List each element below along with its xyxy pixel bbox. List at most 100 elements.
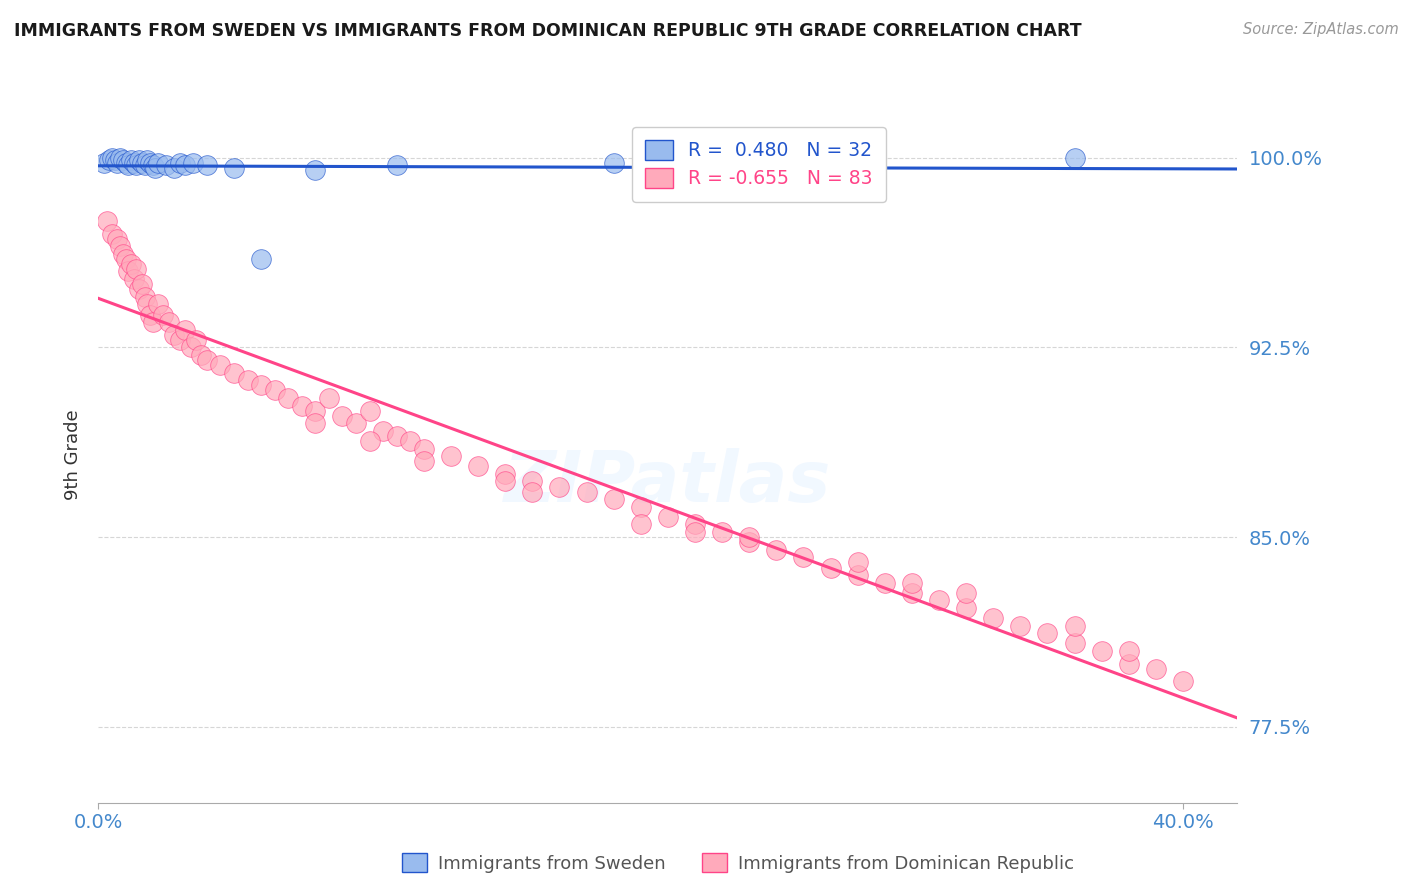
Point — [131, 155, 153, 169]
Point — [412, 454, 434, 468]
Point — [792, 550, 814, 565]
Point — [195, 158, 218, 172]
Point — [142, 315, 165, 329]
Point — [117, 158, 139, 172]
Point — [136, 297, 159, 311]
Point — [184, 333, 207, 347]
Point — [122, 272, 145, 286]
Point — [1063, 636, 1085, 650]
Legend: R =  0.480   N = 32, R = -0.655   N = 83: R = 0.480 N = 32, R = -0.655 N = 83 — [633, 127, 886, 202]
Point — [195, 353, 218, 368]
Point — [318, 391, 340, 405]
Point — [111, 153, 134, 168]
Point — [901, 575, 924, 590]
Point — [128, 282, 150, 296]
Point — [125, 262, 148, 277]
Point — [683, 517, 706, 532]
Point — [901, 586, 924, 600]
Point — [111, 247, 134, 261]
Point — [114, 252, 136, 266]
Point — [548, 479, 571, 493]
Point — [139, 308, 162, 322]
Point — [683, 525, 706, 540]
Point — [412, 442, 434, 456]
Point — [820, 560, 842, 574]
Point — [873, 575, 896, 590]
Point — [93, 155, 115, 169]
Point — [981, 611, 1004, 625]
Point — [1118, 644, 1140, 658]
Point — [304, 163, 326, 178]
Point — [602, 492, 624, 507]
Point — [344, 417, 367, 431]
Point — [630, 500, 652, 514]
Text: IMMIGRANTS FROM SWEDEN VS IMMIGRANTS FROM DOMINICAN REPUBLIC 9TH GRADE CORRELATI: IMMIGRANTS FROM SWEDEN VS IMMIGRANTS FRO… — [14, 22, 1081, 40]
Point — [142, 158, 165, 172]
Point — [134, 290, 156, 304]
Point — [277, 391, 299, 405]
Point — [846, 568, 869, 582]
Point — [96, 214, 118, 228]
Legend: Immigrants from Sweden, Immigrants from Dominican Republic: Immigrants from Sweden, Immigrants from … — [395, 847, 1081, 880]
Point — [332, 409, 354, 423]
Point — [104, 153, 127, 168]
Point — [222, 366, 245, 380]
Point — [120, 257, 142, 271]
Point — [399, 434, 422, 448]
Point — [101, 227, 124, 241]
Point — [117, 264, 139, 278]
Point — [371, 424, 394, 438]
Point — [359, 403, 381, 417]
Point — [136, 153, 159, 168]
Point — [152, 308, 174, 322]
Point — [139, 155, 162, 169]
Point — [630, 517, 652, 532]
Point — [107, 155, 129, 169]
Point — [145, 161, 167, 175]
Point — [575, 484, 598, 499]
Point — [222, 161, 245, 175]
Point — [1171, 674, 1194, 689]
Point — [1118, 657, 1140, 671]
Point — [440, 449, 463, 463]
Point — [955, 586, 977, 600]
Point — [304, 417, 326, 431]
Point — [120, 153, 142, 168]
Point — [107, 231, 129, 245]
Point — [522, 484, 544, 499]
Point — [1036, 626, 1059, 640]
Point — [169, 333, 191, 347]
Point — [1063, 151, 1085, 165]
Point — [385, 158, 408, 172]
Point — [304, 403, 326, 417]
Point — [174, 158, 197, 172]
Point — [128, 153, 150, 168]
Point — [108, 151, 131, 165]
Point — [146, 297, 169, 311]
Point — [180, 340, 202, 354]
Point — [250, 252, 273, 266]
Point — [657, 509, 679, 524]
Point — [738, 530, 761, 544]
Point — [190, 348, 212, 362]
Point — [155, 158, 177, 172]
Point — [183, 155, 205, 169]
Point — [108, 239, 131, 253]
Point — [236, 373, 259, 387]
Point — [291, 399, 314, 413]
Point — [955, 601, 977, 615]
Point — [1010, 618, 1032, 632]
Point — [125, 158, 148, 172]
Point — [101, 151, 124, 165]
Point — [765, 542, 787, 557]
Point — [467, 459, 489, 474]
Point — [385, 429, 408, 443]
Point — [1063, 618, 1085, 632]
Point — [98, 153, 121, 168]
Point — [134, 158, 156, 172]
Point — [711, 525, 734, 540]
Point — [494, 475, 516, 489]
Point — [602, 155, 624, 169]
Point — [1091, 644, 1114, 658]
Point — [250, 378, 273, 392]
